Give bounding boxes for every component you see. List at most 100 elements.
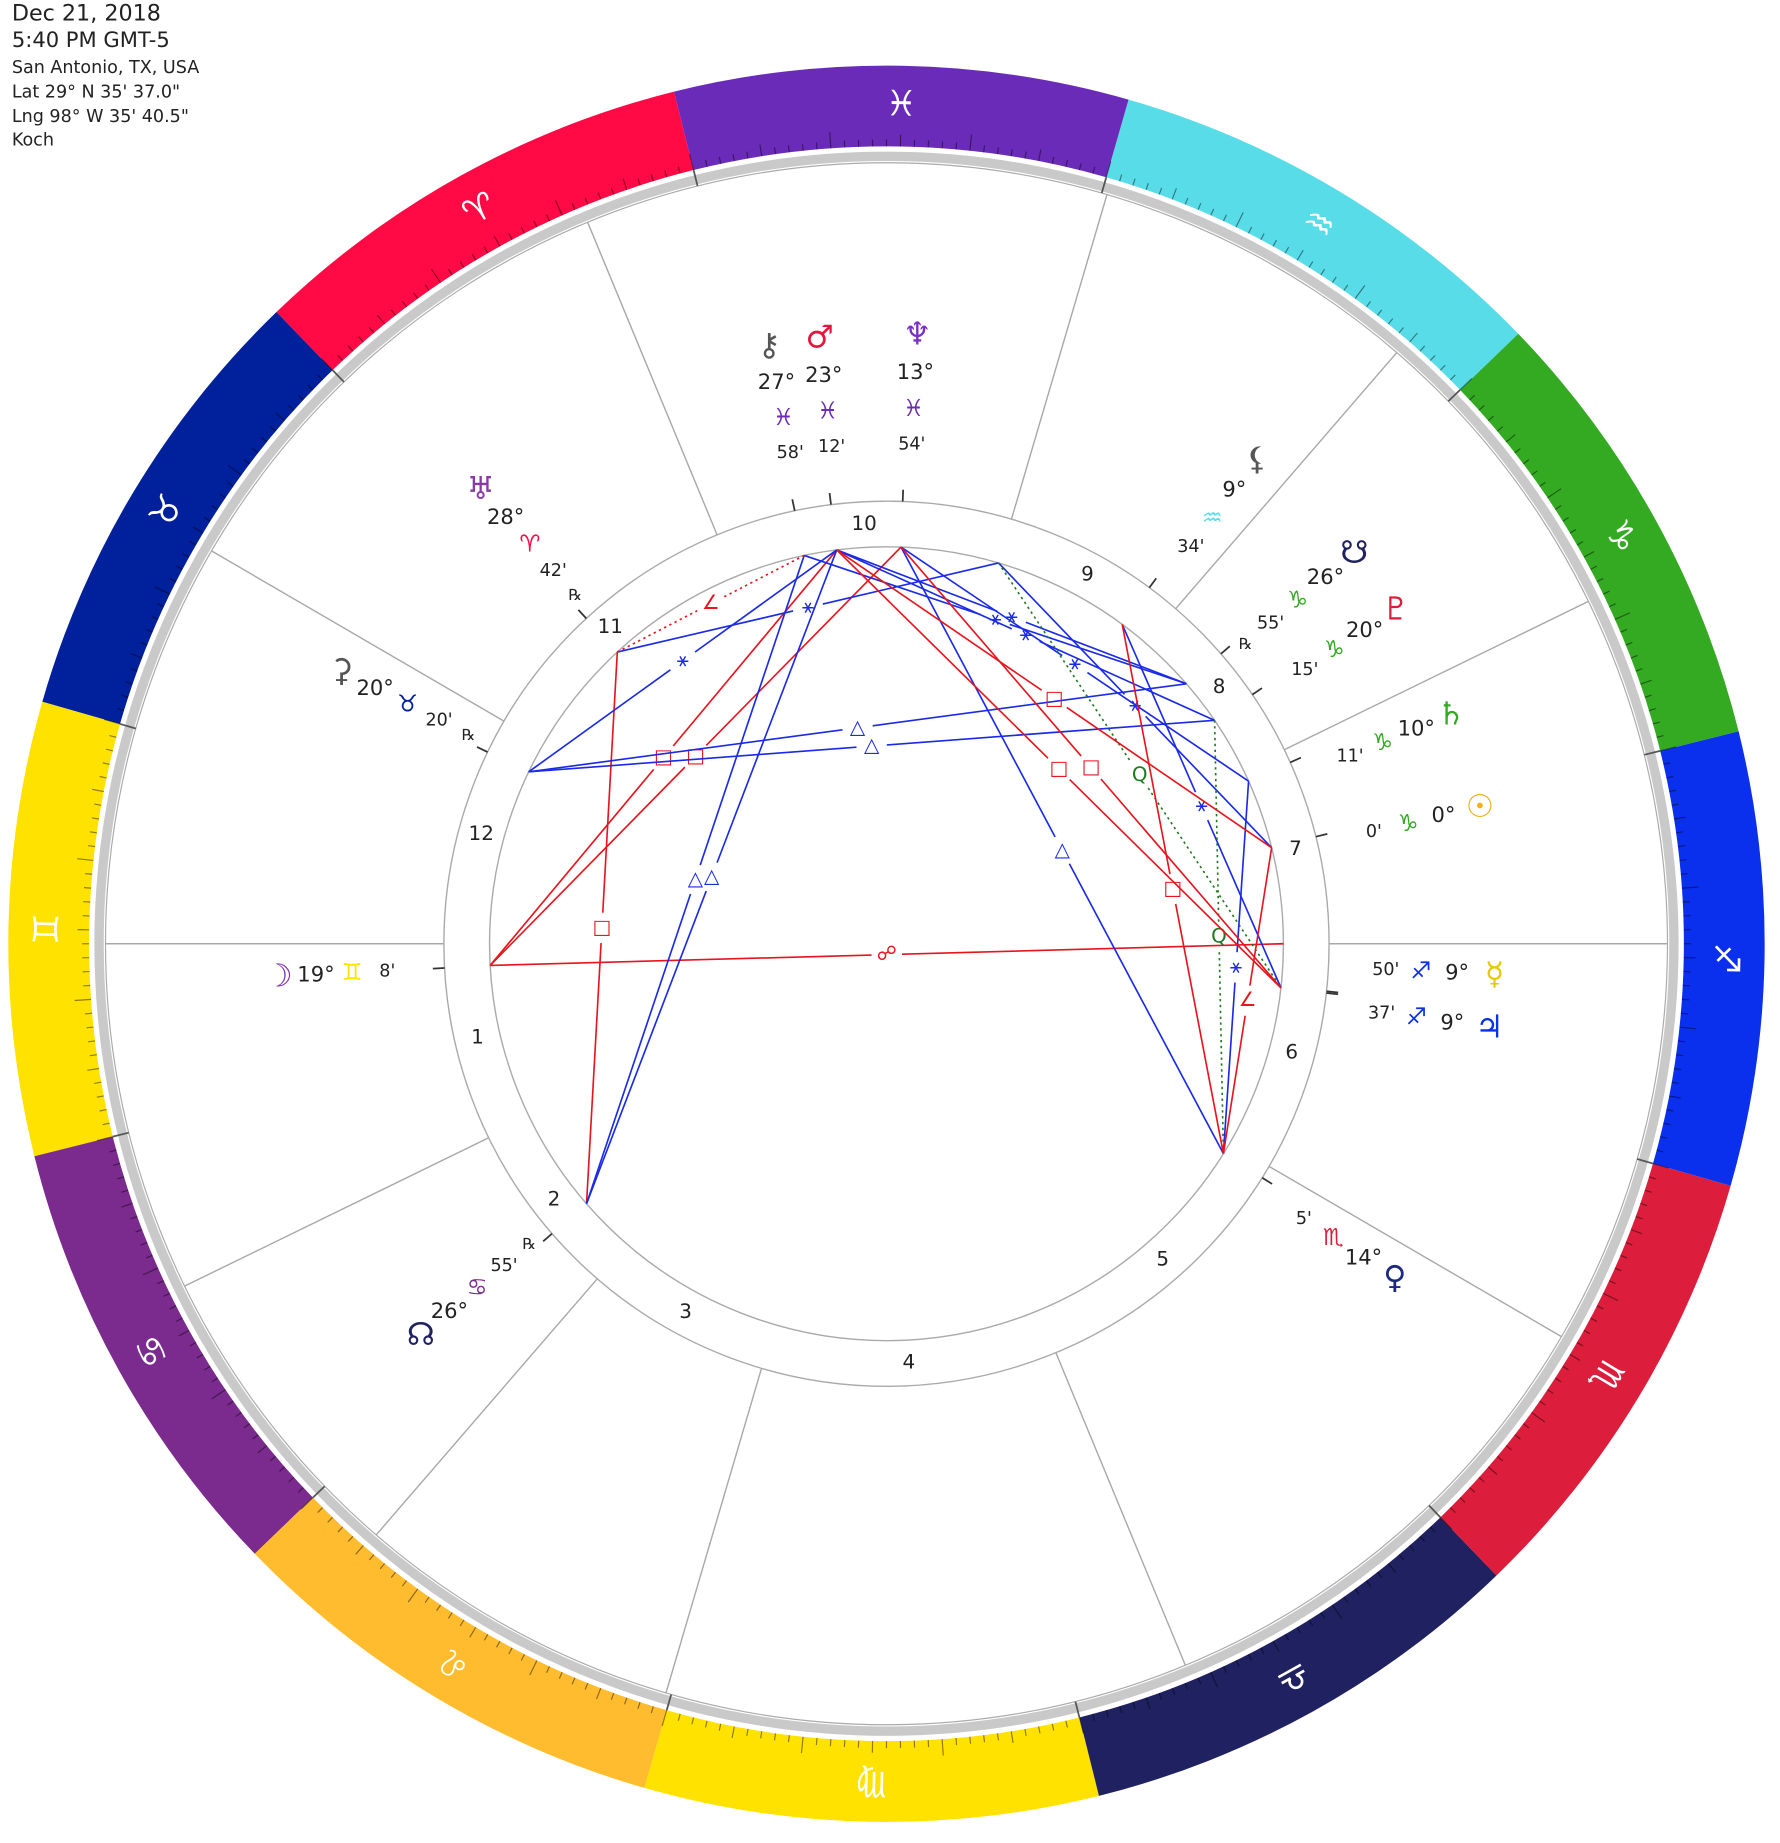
aspect-line [528, 669, 671, 773]
degree-tick [376, 314, 386, 325]
degree-tick [317, 374, 324, 381]
degree-tick [1562, 1365, 1569, 1371]
planet-degree: 27° [758, 369, 795, 394]
degree-tick [1569, 528, 1577, 534]
degree-tick [1554, 1377, 1562, 1383]
degree-tick [459, 1619, 465, 1627]
degree-tick [77, 858, 94, 861]
time: 5:40 PM GMT-5 [12, 27, 170, 52]
planet-label: ♂︎ 23° ♓︎ 12' [805, 320, 845, 457]
degree-tick [533, 220, 538, 228]
degree-tick [113, 1162, 121, 1167]
degree-tick [1671, 803, 1679, 806]
planet-label: ♃ 9° ♐︎ 37' [1368, 1003, 1504, 1046]
degree-tick [269, 426, 277, 432]
planet-degree: 19° [297, 962, 334, 987]
degree-tick [1354, 285, 1366, 299]
degree-tick [1614, 612, 1631, 620]
planet-glyph: ☋ [1340, 535, 1368, 571]
degree-tick [1487, 1466, 1498, 1476]
zodiac-band [1460, 333, 1739, 751]
degree-tick [493, 235, 501, 247]
degree-tick [413, 292, 419, 299]
degree-tick [1673, 1067, 1682, 1071]
degree-tick [117, 1176, 125, 1180]
degree-tick [520, 226, 526, 234]
house-cusp [184, 1137, 489, 1287]
degree-tick [1429, 1526, 1436, 1533]
aspect-line [836, 549, 998, 613]
degree-tick [1602, 590, 1610, 595]
degree-tick [1247, 226, 1253, 234]
house-number: 5 [1156, 1247, 1169, 1270]
degree-tick [622, 178, 628, 190]
planet-minute: 15' [1291, 660, 1318, 680]
aspect-line [836, 549, 1043, 691]
aspect-symbol: △ [864, 734, 880, 757]
retrograde: ℞ [522, 1235, 536, 1253]
planet-tick [1148, 577, 1158, 589]
planet-label: ♇20°♑︎ 15' [1291, 591, 1410, 680]
degree-tick [1449, 374, 1456, 381]
degree-tick [955, 1738, 958, 1746]
degree-tick [677, 166, 681, 174]
aspect-line [1025, 621, 1187, 685]
degree-tick [169, 1305, 177, 1310]
degree-tick [203, 516, 211, 522]
degree-tick [1092, 1713, 1096, 1721]
degree-tick [1320, 1612, 1326, 1619]
degree-tick [1608, 1280, 1616, 1285]
degree-tick [1051, 1723, 1055, 1731]
degree-tick [109, 1149, 117, 1153]
planet-degree: 28° [487, 504, 524, 529]
degree-tick [347, 345, 354, 352]
degree-tick [1051, 156, 1055, 164]
degree-tick [529, 1660, 538, 1676]
degree-tick [1676, 831, 1684, 834]
degree-tick [732, 154, 735, 162]
house-cusp [1175, 352, 1398, 610]
degree-tick [1666, 775, 1674, 779]
house-cusp [586, 221, 718, 536]
planet-degree: 9° [1222, 476, 1246, 501]
planet-tick [1261, 1176, 1273, 1185]
degree-tick [74, 998, 92, 1002]
degree-tick [87, 1067, 100, 1071]
degree-tick [1539, 1400, 1546, 1406]
degree-tick [1284, 1634, 1290, 1641]
aspect-line [585, 893, 692, 1204]
degree-tick [1038, 1726, 1041, 1734]
degree-tick [1260, 233, 1265, 240]
degree-tick [1547, 1389, 1554, 1395]
degree-tick [157, 1280, 165, 1285]
degree-tick [401, 300, 408, 308]
zodiac-band [1106, 99, 1519, 390]
planet-glyph: ⚸ [1246, 442, 1269, 478]
degree-tick [469, 1626, 477, 1638]
aspect-line [705, 546, 902, 746]
planet-minute: 5' [1296, 1209, 1312, 1229]
aspect-line [694, 549, 838, 653]
degree-tick [1260, 1647, 1265, 1655]
degree-tick [145, 1254, 153, 1259]
planet-glyph: ⚳ [330, 653, 353, 689]
degree-tick [1583, 550, 1595, 558]
degree-tick [815, 1738, 818, 1746]
degree-tick [584, 197, 589, 205]
planet-minute: 0' [1366, 822, 1382, 842]
planet-sign: ♑︎ [1287, 586, 1308, 614]
house-number: 12 [469, 822, 494, 845]
degree-tick [1038, 149, 1042, 162]
degree-tick [1496, 1455, 1504, 1462]
degree-tick [96, 1136, 113, 1142]
degree-tick [243, 1423, 251, 1429]
degree-tick [1387, 1563, 1397, 1573]
degree-tick [1554, 505, 1562, 510]
degree-tick [99, 1108, 107, 1112]
planet-label: ⚷ 27° ♓︎ 58' [758, 327, 804, 463]
degree-tick [1398, 327, 1405, 334]
degree-tick [677, 1713, 681, 1721]
planet-sign: ♑︎ [1372, 728, 1393, 756]
degree-tick [746, 151, 749, 159]
degree-tick [787, 1735, 790, 1743]
